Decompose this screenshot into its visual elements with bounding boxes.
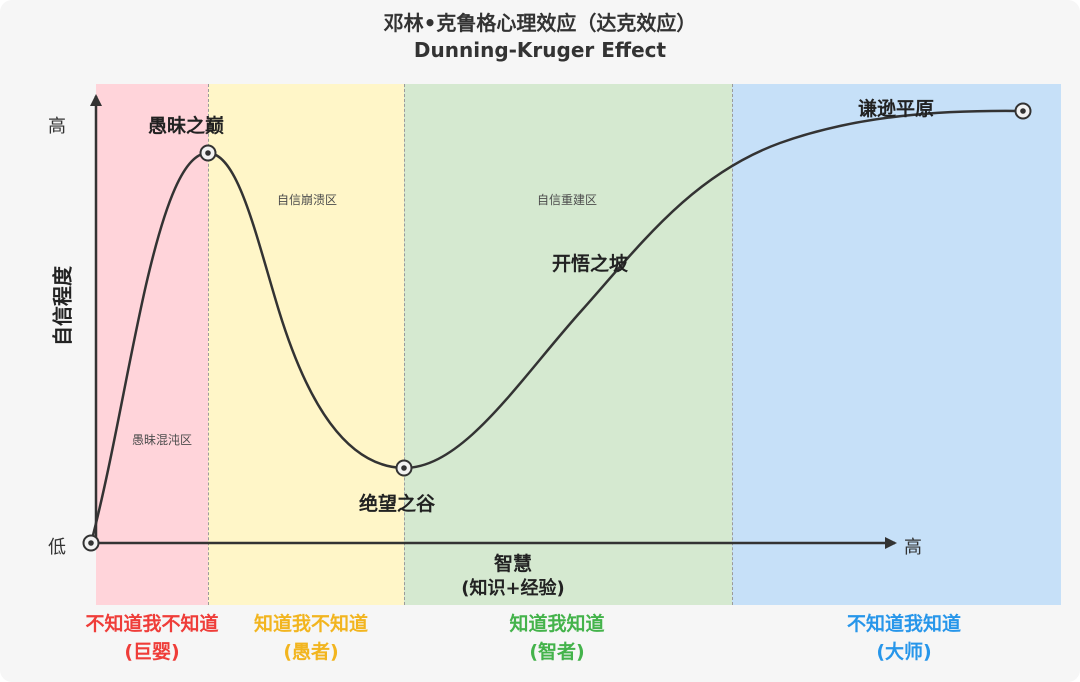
valley-label: 绝望之谷 bbox=[359, 493, 436, 515]
zone-divider-1 bbox=[208, 84, 209, 605]
zone-2-bottom-subtitle: (愚者) bbox=[283, 641, 339, 663]
origin-point bbox=[82, 534, 100, 552]
confidence-rebuild-zone bbox=[404, 84, 732, 605]
zone-1-bottom-subtitle: (巨婴) bbox=[124, 641, 180, 663]
ignorance-zone-label: 愚昧混沌区 bbox=[131, 433, 193, 447]
x-axis-main-label: 智慧 bbox=[493, 553, 533, 575]
master-zone bbox=[732, 84, 1061, 605]
y-axis-high-label: 高 bbox=[48, 116, 66, 137]
plateau-label: 谦逊平原 bbox=[858, 98, 935, 120]
y-axis-title: 自信程度 bbox=[50, 266, 75, 346]
peak-point bbox=[199, 144, 217, 162]
zone-divider-2 bbox=[404, 84, 405, 605]
chart-title-cn: 邓林•克鲁格心理效应（达克效应） bbox=[383, 11, 697, 35]
chart-title: 邓林•克鲁格心理效应（达克效应） Dunning-Kruger Effect bbox=[0, 10, 1080, 64]
zone-4-bottom-title: 不知道我知道 bbox=[846, 613, 961, 635]
zone-4-bottom-subtitle: (大师) bbox=[876, 641, 932, 663]
zone-4-bottom-label: 不知道我知道 (大师) bbox=[794, 610, 1014, 666]
plateau-point bbox=[1014, 102, 1032, 120]
ignorance-zone bbox=[96, 84, 208, 605]
confidence-collapse-zone bbox=[208, 84, 404, 605]
zone-3-bottom-title: 知道我知道 bbox=[509, 613, 605, 635]
zone-2-bottom-label: 知道我不知道 (愚者) bbox=[201, 610, 421, 666]
chart-title-en: Dunning-Kruger Effect bbox=[413, 38, 667, 62]
zone-3-bottom-label: 知道我知道 (智者) bbox=[447, 610, 667, 666]
zone-divider-3 bbox=[732, 84, 733, 605]
zone-3-bottom-subtitle: (智者) bbox=[529, 641, 585, 663]
x-axis-title: 智慧 (知识+经验) bbox=[461, 552, 565, 602]
x-axis-sub-label: (知识+经验) bbox=[461, 578, 565, 599]
collapse-zone-label: 自信崩溃区 bbox=[276, 193, 338, 207]
zone-1-bottom-label: 不知道我不知道 (巨婴) bbox=[42, 610, 262, 666]
confidence-curve bbox=[89, 109, 1024, 544]
x-axis-high-label: 高 bbox=[904, 537, 922, 558]
zone-1-bottom-title: 不知道我不知道 bbox=[85, 613, 219, 635]
rebuild-zone-label: 自信重建区 bbox=[536, 193, 598, 207]
valley-point bbox=[395, 459, 413, 477]
slope-label: 开悟之坡 bbox=[552, 253, 629, 275]
peak-label: 愚昧之巅 bbox=[148, 115, 225, 137]
zone-2-bottom-title: 知道我不知道 bbox=[253, 613, 368, 635]
y-axis-low-label: 低 bbox=[48, 537, 66, 558]
